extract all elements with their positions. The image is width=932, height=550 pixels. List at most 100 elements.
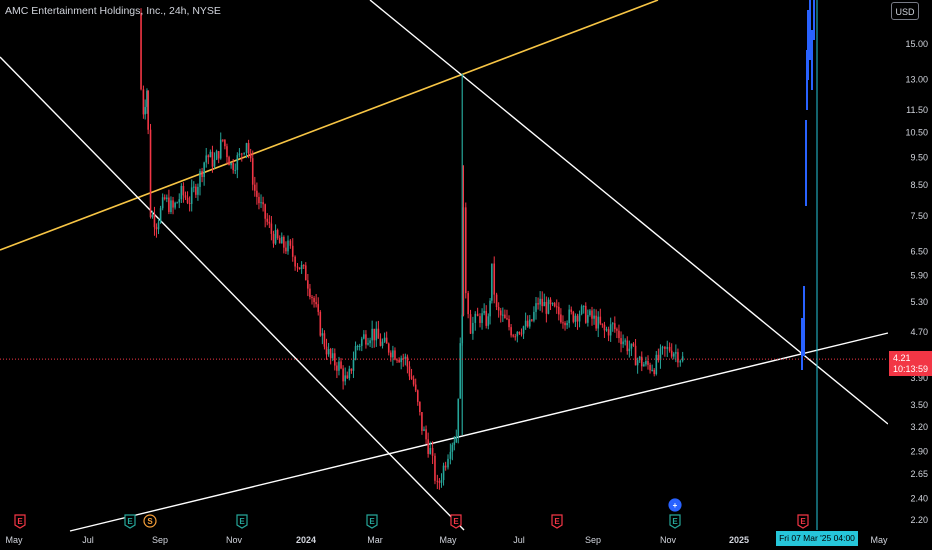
candle-body — [188, 202, 191, 204]
candle-body — [302, 265, 305, 267]
candle-body — [603, 324, 606, 331]
candle-body — [558, 306, 560, 315]
candle-body — [369, 340, 371, 344]
candle-body — [174, 202, 176, 208]
candle-body — [481, 313, 483, 323]
candle-body — [512, 335, 514, 337]
candle-body — [564, 322, 566, 326]
candle-body — [340, 361, 342, 369]
crosshair-date-label: Fri 07 Mar '25 04:00 — [776, 531, 858, 546]
candle-body — [379, 338, 382, 346]
candle-body — [180, 185, 183, 200]
candle-body — [607, 329, 610, 336]
candle-body — [251, 158, 254, 185]
candle-body — [260, 202, 262, 204]
candle-body — [294, 256, 296, 267]
x-tick-label: Nov — [226, 535, 243, 545]
candle-body — [151, 214, 154, 218]
candle-body — [147, 90, 149, 130]
candle-body — [491, 263, 493, 301]
candle-body — [287, 240, 289, 252]
candle-body — [307, 280, 309, 289]
candle-body — [327, 349, 330, 355]
candle-body — [535, 303, 537, 312]
candle-body — [533, 311, 535, 321]
candle-body — [268, 221, 271, 224]
candle-body — [178, 199, 181, 203]
candle-body — [493, 263, 496, 295]
candle-body — [406, 356, 409, 367]
last-price-label: 4.21 10:13:59 — [889, 351, 932, 376]
candle-body — [385, 337, 388, 344]
y-tick-label: 9.50 — [910, 152, 928, 162]
candle-body — [551, 303, 554, 305]
currency-button[interactable]: USD — [891, 2, 919, 20]
candle-body — [360, 338, 363, 346]
candle-body — [176, 202, 178, 204]
candle-body — [264, 204, 266, 219]
candle-body — [280, 236, 283, 244]
y-tick-label: 2.65 — [910, 469, 928, 479]
candle-body — [622, 341, 624, 345]
earnings-badge — [669, 514, 681, 529]
candle-body — [311, 296, 313, 299]
candle-body — [537, 303, 539, 305]
candle-body — [394, 350, 396, 360]
candle-body — [144, 106, 146, 115]
candle-body — [630, 343, 633, 349]
y-tick-label: 3.50 — [910, 400, 928, 410]
descending-resistance-line — [369, 0, 889, 425]
candle-body — [636, 360, 639, 366]
candle-body — [336, 365, 338, 371]
event-glyph: + — [673, 501, 678, 510]
candle-body — [499, 310, 502, 316]
candle-body — [400, 358, 402, 363]
event-glyph: E — [17, 517, 23, 526]
candle-body — [539, 298, 541, 305]
candle-body — [157, 222, 160, 230]
candle-body — [270, 223, 273, 234]
candle-body — [545, 301, 548, 314]
candle-body — [396, 359, 398, 361]
candle-body — [576, 315, 579, 322]
earnings-event-icon: E — [366, 514, 378, 529]
symbol-title[interactable]: AMC Entertainment Holdings, Inc., 24h, N… — [5, 5, 221, 17]
x-tick-label: Nov — [660, 535, 677, 545]
candle-body — [365, 334, 367, 345]
candle-body — [479, 316, 481, 323]
candle-body — [383, 337, 386, 342]
candle-body — [562, 322, 564, 324]
earnings-badge — [366, 514, 378, 529]
candle-body — [664, 346, 666, 349]
x-tick-label: May — [870, 535, 888, 545]
candle-body — [289, 240, 292, 246]
event-glyph: E — [239, 517, 245, 526]
candle-body — [611, 323, 614, 325]
candle-body — [597, 316, 600, 329]
candle-body — [245, 143, 248, 153]
candle-body — [587, 315, 589, 323]
candle-body — [356, 346, 359, 348]
candle-body — [489, 300, 491, 317]
candle-body — [416, 390, 419, 402]
candle-body — [296, 266, 299, 268]
candle-body — [657, 354, 660, 361]
candle-body — [476, 313, 479, 317]
y-tick-label: 3.20 — [910, 422, 928, 432]
candle-body — [419, 401, 421, 413]
earnings-event-icon: E — [797, 514, 809, 529]
candle-body — [425, 429, 427, 440]
candle-body — [634, 345, 637, 366]
event-glyph: E — [127, 517, 133, 526]
candle-body — [593, 315, 595, 319]
candle-body — [249, 153, 252, 159]
x-tick-label: Jul — [82, 535, 94, 545]
candle-body — [485, 310, 488, 326]
y-tick-label: 8.50 — [910, 180, 928, 190]
candle-body — [427, 439, 429, 454]
candle-body — [459, 343, 462, 399]
candle-body — [495, 294, 498, 308]
candle-body — [516, 331, 519, 337]
candle-body — [142, 89, 145, 115]
